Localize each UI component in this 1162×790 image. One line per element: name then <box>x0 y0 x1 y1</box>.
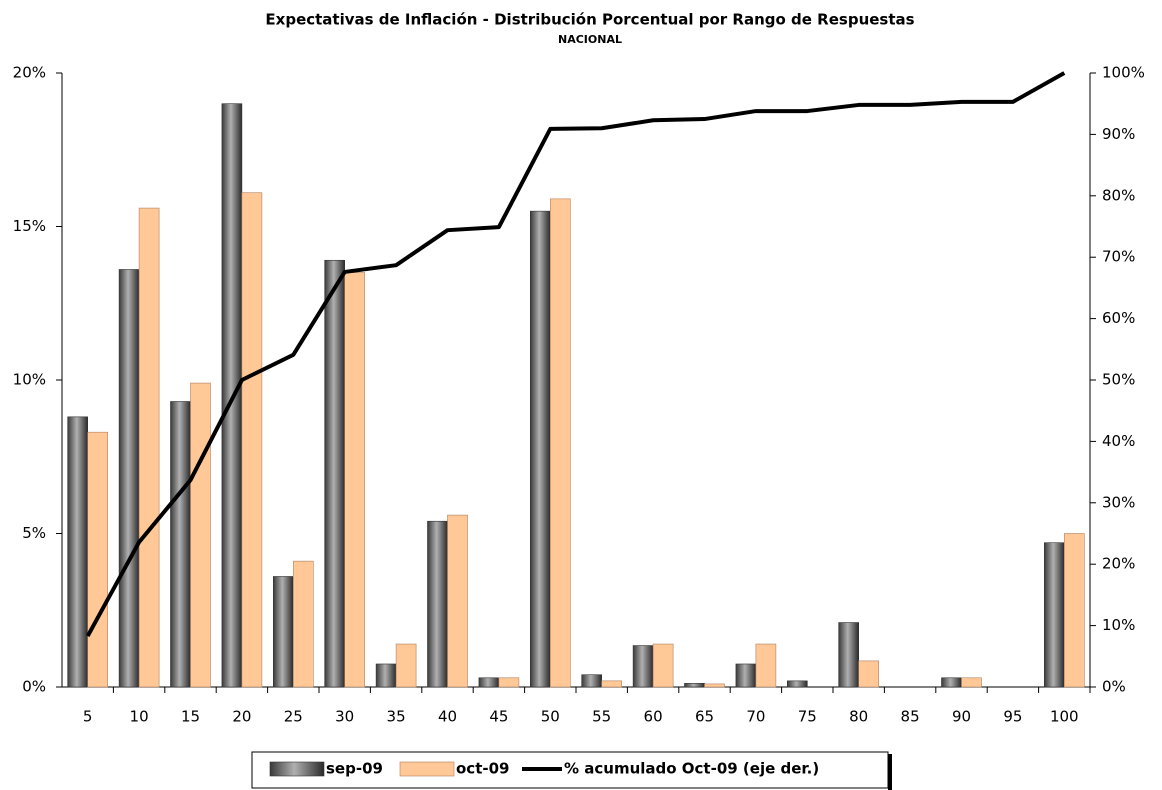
bar <box>838 622 860 688</box>
bar <box>549 198 571 688</box>
y2-tick-label: 70% <box>1102 248 1135 266</box>
bar <box>581 674 603 688</box>
y2-tick-label: 100% <box>1102 64 1145 82</box>
x-tick-label: 20 <box>232 708 251 726</box>
y-tick-label: 15% <box>13 217 46 235</box>
legend-box <box>251 751 889 789</box>
bar <box>941 677 962 688</box>
bar <box>190 382 211 688</box>
bar <box>427 520 448 688</box>
legend-label: sep-09 <box>326 760 383 778</box>
y-tick-label: 20% <box>13 64 46 82</box>
legend-swatch <box>269 761 325 777</box>
y-tick-label: 10% <box>13 371 46 389</box>
y2-tick-label: 0% <box>1102 678 1126 696</box>
y2-tick-label: 90% <box>1102 125 1135 143</box>
x-tick-label: 15 <box>181 708 200 726</box>
x-tick-label: 85 <box>901 708 920 726</box>
bar <box>344 272 366 688</box>
y2-tick-label: 30% <box>1102 493 1135 511</box>
y-tick-label: 5% <box>22 524 46 542</box>
bar <box>755 643 777 688</box>
bar <box>170 401 191 688</box>
legend-shadow <box>888 754 892 790</box>
legend-label: oct-09 <box>456 760 509 778</box>
bar <box>118 269 140 688</box>
bar <box>529 210 551 688</box>
chart-title: Expectativas de Inflación - Distribución… <box>265 11 914 29</box>
bar <box>1044 542 1065 688</box>
x-tick-label: 60 <box>644 708 663 726</box>
bar <box>704 683 725 688</box>
x-tick-label: 35 <box>387 708 406 726</box>
y2-tick-label: 80% <box>1102 186 1135 204</box>
legend-swatch <box>399 761 455 777</box>
x-tick-label: 50 <box>541 708 560 726</box>
bar <box>447 514 468 688</box>
bar <box>292 560 314 688</box>
x-tick-label: 65 <box>695 708 714 726</box>
bar <box>87 431 108 688</box>
x-tick-label: 80 <box>849 708 868 726</box>
bar <box>324 259 346 688</box>
bar <box>961 677 982 688</box>
chart-subtitle: NACIONAL <box>558 33 622 46</box>
bar <box>478 677 500 688</box>
bar <box>786 680 808 688</box>
y2-tick-label: 60% <box>1102 309 1135 327</box>
bar <box>632 645 654 688</box>
bar <box>652 643 674 688</box>
x-tick-label: 100 <box>1050 708 1079 726</box>
x-tick-label: 70 <box>746 708 765 726</box>
y2-tick-label: 40% <box>1102 432 1135 450</box>
x-tick-label: 40 <box>438 708 457 726</box>
line <box>85 71 1066 637</box>
y2-tick-label: 10% <box>1102 616 1135 634</box>
bar <box>138 207 160 688</box>
x-tick-label: 10 <box>130 708 149 726</box>
bar <box>684 683 705 688</box>
x-tick-label: 55 <box>592 708 611 726</box>
x-tick-label: 5 <box>83 708 93 726</box>
bar <box>395 643 417 688</box>
bar <box>1064 533 1085 688</box>
x-tick-label: 25 <box>284 708 303 726</box>
bar <box>601 680 623 688</box>
x-tick-label: 45 <box>489 708 508 726</box>
bar <box>375 663 397 688</box>
y-tick-label: 0% <box>22 678 46 696</box>
y2-tick-label: 20% <box>1102 555 1135 573</box>
x-tick-label: 30 <box>335 708 354 726</box>
bar <box>735 663 757 688</box>
x-tick-label: 95 <box>1003 708 1022 726</box>
bar <box>241 192 263 688</box>
y2-tick-label: 50% <box>1102 371 1135 389</box>
bar <box>858 660 880 688</box>
x-tick-label: 75 <box>798 708 817 726</box>
legend-label: % acumulado Oct-09 (eje der.) <box>564 760 819 778</box>
bar <box>67 416 88 688</box>
bar <box>272 576 294 688</box>
x-tick-label: 90 <box>952 708 971 726</box>
bar <box>498 677 520 688</box>
